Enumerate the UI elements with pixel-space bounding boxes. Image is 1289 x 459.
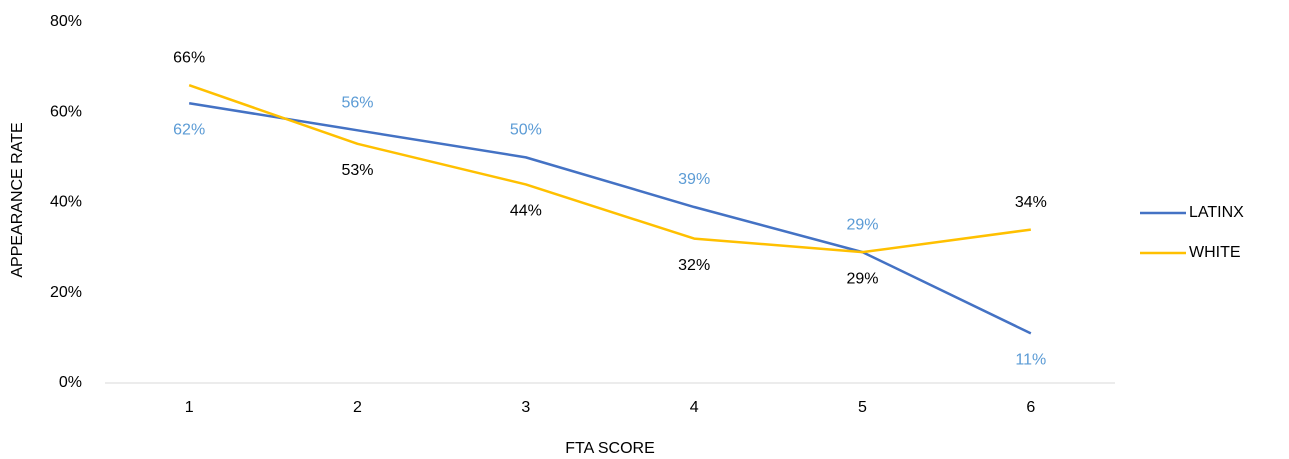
data-label: 39%: [678, 171, 710, 188]
y-axis-title: APPEARANCE RATE: [9, 122, 26, 277]
data-label: 53%: [341, 162, 373, 179]
data-label: 29%: [846, 216, 878, 233]
data-label: 56%: [341, 95, 373, 112]
data-label: 62%: [173, 121, 205, 138]
data-label: 11%: [1015, 352, 1046, 369]
series-line: [188, 101, 1032, 335]
x-tick-label: 6: [1026, 399, 1035, 416]
x-tick-label: 5: [858, 399, 867, 416]
data-label: 50%: [510, 122, 542, 139]
x-tick-label: 2: [353, 399, 362, 416]
x-tick-label: 4: [690, 399, 699, 416]
data-label: 44%: [510, 203, 542, 220]
x-axis-title: FTA SCORE: [565, 440, 655, 457]
legend-label: LATINX: [1189, 204, 1244, 221]
series-line: [188, 83, 1031, 254]
y-tick-label: 40%: [50, 194, 82, 211]
y-tick-label: 20%: [50, 284, 82, 301]
data-label: 32%: [678, 257, 710, 274]
data-label: 34%: [1015, 194, 1047, 211]
y-tick-label: 80%: [50, 13, 82, 30]
data-label: 66%: [173, 49, 205, 66]
y-tick-label: 60%: [50, 103, 82, 120]
x-tick-label: 1: [185, 399, 194, 416]
legend-label: WHITE: [1189, 244, 1241, 261]
x-tick-label: 3: [521, 399, 530, 416]
data-label: 29%: [846, 270, 878, 287]
y-tick-label: 0%: [59, 374, 82, 391]
